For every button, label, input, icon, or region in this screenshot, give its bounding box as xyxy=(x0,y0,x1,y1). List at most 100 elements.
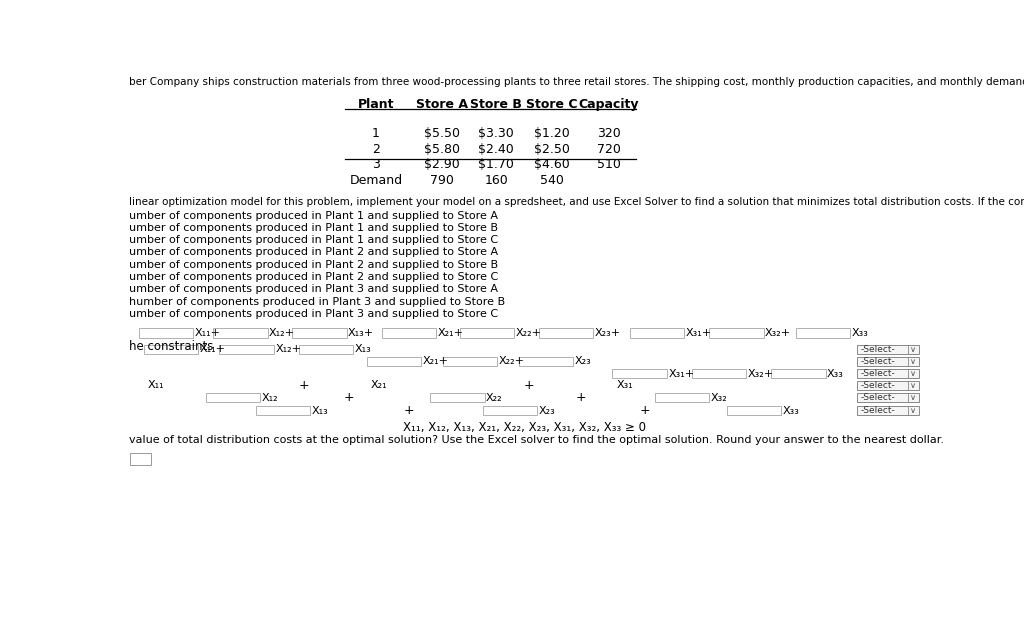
Text: X₃₁+: X₃₁+ xyxy=(669,369,694,379)
Text: $2.40: $2.40 xyxy=(478,142,514,156)
Text: X₁₂+: X₁₂+ xyxy=(269,328,295,338)
Text: ∨: ∨ xyxy=(910,369,916,378)
Text: umber of components produced in Plant 3 and supplied to Store C: umber of components produced in Plant 3 … xyxy=(129,309,498,319)
Text: X₂₂+: X₂₂+ xyxy=(499,356,524,366)
Text: ∨: ∨ xyxy=(910,344,916,354)
Text: X₃₃: X₃₃ xyxy=(783,406,800,416)
Text: X₃₂+: X₃₂+ xyxy=(748,369,774,379)
Text: umber of components produced in Plant 1 and supplied to Store B: umber of components produced in Plant 1 … xyxy=(129,223,498,233)
FancyBboxPatch shape xyxy=(710,328,764,338)
Text: +: + xyxy=(403,404,415,418)
Text: X₁₃+: X₁₃+ xyxy=(348,328,374,338)
Text: 720: 720 xyxy=(597,142,621,156)
Text: $1.20: $1.20 xyxy=(535,127,569,141)
Text: X₁₁+: X₁₁+ xyxy=(200,344,225,354)
Text: umber of components produced in Plant 1 and supplied to Store A: umber of components produced in Plant 1 … xyxy=(129,211,498,221)
Text: Store C: Store C xyxy=(526,98,578,111)
FancyBboxPatch shape xyxy=(143,344,198,354)
FancyBboxPatch shape xyxy=(442,357,497,366)
Text: X₁₁, X₁₂, X₁₃, X₂₁, X₂₂, X₂₃, X₃₁, X₃₂, X₃₃ ≥ 0: X₁₁, X₁₂, X₁₃, X₂₁, X₂₂, X₂₃, X₃₁, X₃₂, … xyxy=(403,421,646,434)
Text: X₃₂+: X₃₂+ xyxy=(765,328,792,338)
Text: ∨: ∨ xyxy=(910,406,916,415)
Text: value of total distribution costs at the optimal solution? Use the Excel solver : value of total distribution costs at the… xyxy=(129,434,944,444)
Text: +: + xyxy=(575,391,586,404)
Text: $3.30: $3.30 xyxy=(478,127,514,141)
Text: $5.50: $5.50 xyxy=(424,127,460,141)
Text: +: + xyxy=(299,379,309,392)
Text: X₁₃: X₁₃ xyxy=(354,344,371,354)
Text: Capacity: Capacity xyxy=(579,98,639,111)
Text: X₃₁: X₃₁ xyxy=(616,380,633,390)
Text: X₃₃: X₃₃ xyxy=(852,328,868,338)
Text: 790: 790 xyxy=(430,174,454,186)
Text: -Select-: -Select- xyxy=(860,357,895,366)
Text: X₂₃: X₂₃ xyxy=(574,356,591,366)
Text: umber of components produced in Plant 3 and supplied to Store A: umber of components produced in Plant 3 … xyxy=(129,284,498,294)
FancyBboxPatch shape xyxy=(256,406,310,416)
FancyBboxPatch shape xyxy=(856,369,919,378)
Text: X₁₁: X₁₁ xyxy=(147,380,164,390)
Text: Demand: Demand xyxy=(349,174,402,186)
Text: Store B: Store B xyxy=(470,98,522,111)
Text: X₂₃: X₂₃ xyxy=(539,406,555,416)
Text: X₂₂+: X₂₂+ xyxy=(515,328,542,338)
FancyBboxPatch shape xyxy=(460,328,514,338)
FancyBboxPatch shape xyxy=(206,393,260,402)
FancyBboxPatch shape xyxy=(213,328,267,338)
Text: Store A: Store A xyxy=(416,98,468,111)
Text: $4.60: $4.60 xyxy=(535,158,569,171)
Text: +: + xyxy=(640,404,650,418)
Text: 2: 2 xyxy=(372,142,380,156)
Text: ber Company ships construction materials from three wood-processing plants to th: ber Company ships construction materials… xyxy=(129,78,1024,88)
FancyBboxPatch shape xyxy=(856,393,919,402)
Text: $1.70: $1.70 xyxy=(478,158,514,171)
FancyBboxPatch shape xyxy=(856,357,919,366)
Text: 1: 1 xyxy=(372,127,380,141)
FancyBboxPatch shape xyxy=(219,344,273,354)
FancyBboxPatch shape xyxy=(299,344,352,354)
FancyBboxPatch shape xyxy=(483,406,538,416)
FancyBboxPatch shape xyxy=(130,453,152,466)
FancyBboxPatch shape xyxy=(139,328,194,338)
Text: umber of components produced in Plant 1 and supplied to Store C: umber of components produced in Plant 1 … xyxy=(129,235,498,245)
FancyBboxPatch shape xyxy=(430,393,484,402)
Text: X₁₃: X₁₃ xyxy=(311,406,329,416)
Text: umber of components produced in Plant 2 and supplied to Store B: umber of components produced in Plant 2 … xyxy=(129,260,498,270)
Text: X₂₃+: X₂₃+ xyxy=(595,328,621,338)
Text: 540: 540 xyxy=(540,174,564,186)
Text: $5.80: $5.80 xyxy=(424,142,460,156)
Text: ∨: ∨ xyxy=(910,393,916,402)
FancyBboxPatch shape xyxy=(796,328,850,338)
FancyBboxPatch shape xyxy=(655,393,710,402)
Text: he constraints: he constraints xyxy=(129,340,213,353)
Text: ∨: ∨ xyxy=(910,357,916,366)
Text: 3: 3 xyxy=(372,158,380,171)
Text: X₁₁+: X₁₁+ xyxy=(195,328,220,338)
Text: humber of components produced in Plant 3 and supplied to Store B: humber of components produced in Plant 3… xyxy=(129,297,505,307)
Text: X₃₂: X₃₂ xyxy=(711,392,727,402)
Text: Plant: Plant xyxy=(357,98,394,111)
Text: X₂₁+: X₂₁+ xyxy=(423,356,449,366)
FancyBboxPatch shape xyxy=(539,328,593,338)
FancyBboxPatch shape xyxy=(856,344,919,354)
FancyBboxPatch shape xyxy=(630,328,684,338)
FancyBboxPatch shape xyxy=(771,369,825,378)
Text: X₂₂: X₂₂ xyxy=(486,392,503,402)
Text: X₁₂+: X₁₂+ xyxy=(275,344,301,354)
Text: 160: 160 xyxy=(484,174,508,186)
FancyBboxPatch shape xyxy=(856,406,919,416)
Text: ∨: ∨ xyxy=(910,381,916,390)
Text: X₃₃: X₃₃ xyxy=(827,369,844,379)
Text: 510: 510 xyxy=(597,158,621,171)
Text: +: + xyxy=(343,391,354,404)
Text: X₁₂: X₁₂ xyxy=(261,392,278,402)
FancyBboxPatch shape xyxy=(292,328,346,338)
Text: -Select-: -Select- xyxy=(860,393,895,402)
Text: -Select-: -Select- xyxy=(860,381,895,390)
Text: $2.90: $2.90 xyxy=(424,158,460,171)
Text: umber of components produced in Plant 2 and supplied to Store A: umber of components produced in Plant 2 … xyxy=(129,248,498,258)
FancyBboxPatch shape xyxy=(612,369,667,378)
Text: -Select-: -Select- xyxy=(860,369,895,378)
FancyBboxPatch shape xyxy=(518,357,572,366)
FancyBboxPatch shape xyxy=(727,406,781,416)
